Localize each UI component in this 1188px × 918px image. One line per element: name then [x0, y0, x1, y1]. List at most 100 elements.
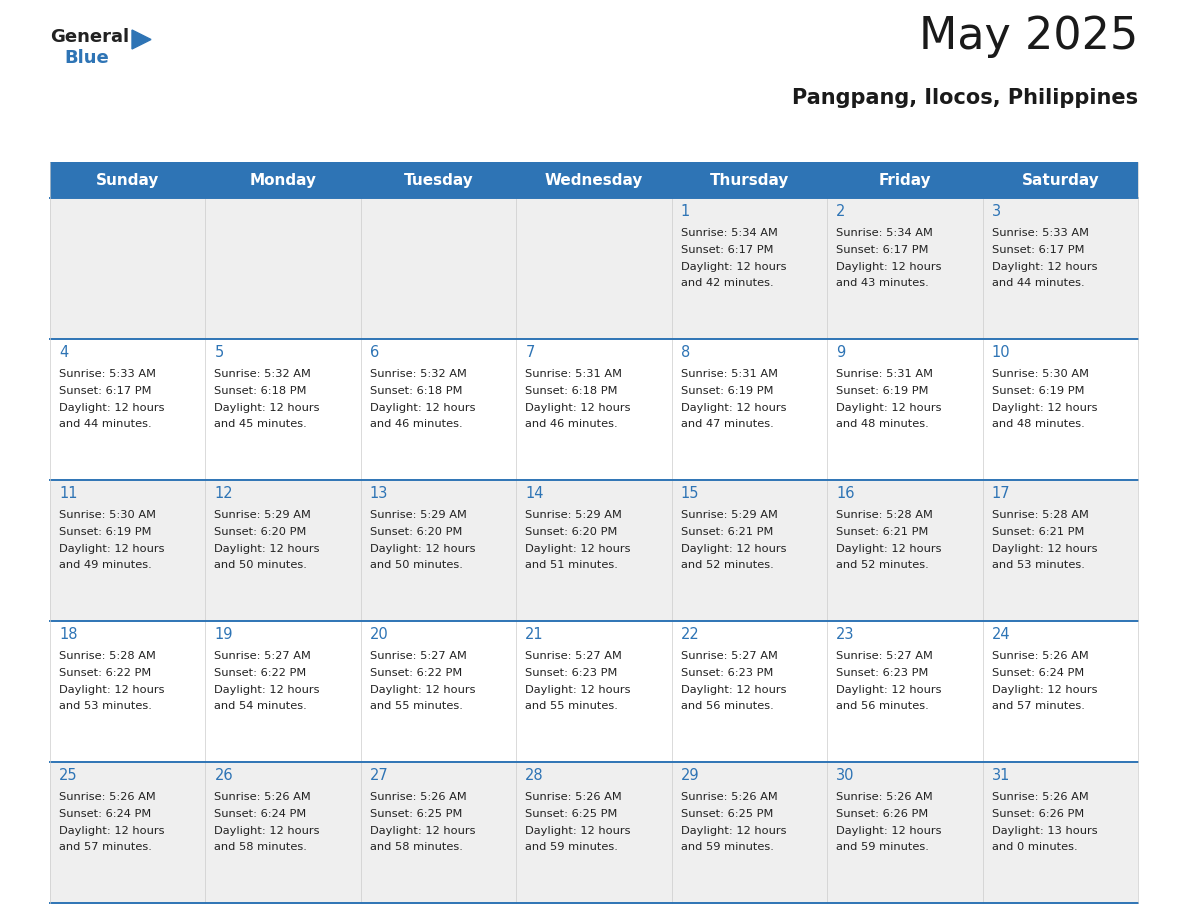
Text: Sunday: Sunday [96, 173, 159, 187]
Text: 13: 13 [369, 486, 388, 501]
Text: Daylight: 12 hours: Daylight: 12 hours [681, 262, 786, 272]
Text: Sunset: 6:19 PM: Sunset: 6:19 PM [836, 386, 929, 396]
Text: and 52 minutes.: and 52 minutes. [681, 560, 773, 570]
Text: 25: 25 [59, 768, 77, 783]
Text: Monday: Monday [249, 173, 317, 187]
Text: and 55 minutes.: and 55 minutes. [369, 701, 463, 711]
Text: Sunset: 6:20 PM: Sunset: 6:20 PM [369, 527, 462, 537]
Text: Sunrise: 5:26 AM: Sunrise: 5:26 AM [214, 792, 311, 802]
Text: Sunset: 6:19 PM: Sunset: 6:19 PM [681, 386, 773, 396]
Text: and 0 minutes.: and 0 minutes. [992, 843, 1078, 853]
Bar [50, 762, 1138, 903]
Text: Sunrise: 5:29 AM: Sunrise: 5:29 AM [214, 510, 311, 520]
Text: Sunset: 6:17 PM: Sunset: 6:17 PM [59, 386, 152, 396]
Text: Daylight: 12 hours: Daylight: 12 hours [992, 403, 1097, 412]
Text: Wednesday: Wednesday [545, 173, 643, 187]
Text: Pangpang, Ilocos, Philippines: Pangpang, Ilocos, Philippines [792, 88, 1138, 108]
Text: Daylight: 12 hours: Daylight: 12 hours [59, 403, 164, 412]
Text: 15: 15 [681, 486, 700, 501]
Text: 11: 11 [59, 486, 77, 501]
Text: Sunset: 6:19 PM: Sunset: 6:19 PM [992, 386, 1085, 396]
Text: and 48 minutes.: and 48 minutes. [992, 420, 1085, 430]
Text: Daylight: 12 hours: Daylight: 12 hours [836, 403, 942, 412]
Text: May 2025: May 2025 [918, 15, 1138, 58]
Text: Sunset: 6:22 PM: Sunset: 6:22 PM [59, 667, 151, 677]
Text: Daylight: 12 hours: Daylight: 12 hours [681, 825, 786, 835]
Text: Daylight: 12 hours: Daylight: 12 hours [525, 685, 631, 695]
Text: Daylight: 12 hours: Daylight: 12 hours [992, 685, 1097, 695]
Text: General: General [50, 28, 129, 46]
Text: 12: 12 [214, 486, 233, 501]
Text: Sunset: 6:18 PM: Sunset: 6:18 PM [525, 386, 618, 396]
Text: Sunrise: 5:26 AM: Sunrise: 5:26 AM [369, 792, 467, 802]
Text: and 57 minutes.: and 57 minutes. [59, 843, 152, 853]
Text: and 54 minutes.: and 54 minutes. [214, 701, 308, 711]
Text: Sunrise: 5:30 AM: Sunrise: 5:30 AM [59, 510, 156, 520]
Text: Sunrise: 5:32 AM: Sunrise: 5:32 AM [214, 369, 311, 379]
Text: Daylight: 12 hours: Daylight: 12 hours [369, 825, 475, 835]
Text: Sunset: 6:23 PM: Sunset: 6:23 PM [525, 667, 618, 677]
Text: and 45 minutes.: and 45 minutes. [214, 420, 308, 430]
Text: 9: 9 [836, 345, 846, 360]
Text: Sunrise: 5:27 AM: Sunrise: 5:27 AM [525, 651, 623, 661]
Text: 27: 27 [369, 768, 388, 783]
Text: Sunset: 6:18 PM: Sunset: 6:18 PM [369, 386, 462, 396]
Text: and 59 minutes.: and 59 minutes. [525, 843, 618, 853]
Text: Daylight: 12 hours: Daylight: 12 hours [681, 543, 786, 554]
Bar [50, 339, 1138, 480]
Text: 8: 8 [681, 345, 690, 360]
Text: Daylight: 12 hours: Daylight: 12 hours [369, 543, 475, 554]
Text: Sunrise: 5:27 AM: Sunrise: 5:27 AM [214, 651, 311, 661]
Text: Daylight: 12 hours: Daylight: 12 hours [214, 825, 320, 835]
Text: Daylight: 12 hours: Daylight: 12 hours [214, 403, 320, 412]
Text: Sunset: 6:22 PM: Sunset: 6:22 PM [214, 667, 307, 677]
Text: and 50 minutes.: and 50 minutes. [214, 560, 308, 570]
Text: Daylight: 12 hours: Daylight: 12 hours [59, 685, 164, 695]
Text: Sunset: 6:24 PM: Sunset: 6:24 PM [992, 667, 1083, 677]
Text: Sunset: 6:25 PM: Sunset: 6:25 PM [681, 809, 773, 819]
Text: Sunset: 6:26 PM: Sunset: 6:26 PM [836, 809, 928, 819]
Text: 4: 4 [59, 345, 68, 360]
Text: Daylight: 13 hours: Daylight: 13 hours [992, 825, 1098, 835]
Text: Sunrise: 5:27 AM: Sunrise: 5:27 AM [369, 651, 467, 661]
Bar [50, 480, 1138, 621]
Text: Sunrise: 5:31 AM: Sunrise: 5:31 AM [525, 369, 623, 379]
Text: Daylight: 12 hours: Daylight: 12 hours [59, 825, 164, 835]
Text: Daylight: 12 hours: Daylight: 12 hours [525, 403, 631, 412]
Text: Daylight: 12 hours: Daylight: 12 hours [525, 543, 631, 554]
Text: Sunrise: 5:26 AM: Sunrise: 5:26 AM [992, 651, 1088, 661]
Text: Sunrise: 5:28 AM: Sunrise: 5:28 AM [836, 510, 933, 520]
Text: Sunrise: 5:29 AM: Sunrise: 5:29 AM [525, 510, 623, 520]
Text: Sunrise: 5:28 AM: Sunrise: 5:28 AM [59, 651, 156, 661]
Text: Daylight: 12 hours: Daylight: 12 hours [681, 685, 786, 695]
Text: 31: 31 [992, 768, 1010, 783]
Text: and 46 minutes.: and 46 minutes. [369, 420, 462, 430]
Text: Sunset: 6:26 PM: Sunset: 6:26 PM [992, 809, 1083, 819]
Text: Sunrise: 5:34 AM: Sunrise: 5:34 AM [836, 228, 933, 238]
Text: Daylight: 12 hours: Daylight: 12 hours [214, 685, 320, 695]
Text: Sunset: 6:19 PM: Sunset: 6:19 PM [59, 527, 152, 537]
Text: and 56 minutes.: and 56 minutes. [681, 701, 773, 711]
Text: Daylight: 12 hours: Daylight: 12 hours [369, 403, 475, 412]
Text: 17: 17 [992, 486, 1010, 501]
Text: Saturday: Saturday [1022, 173, 1099, 187]
Text: 14: 14 [525, 486, 544, 501]
Text: Sunrise: 5:27 AM: Sunrise: 5:27 AM [836, 651, 933, 661]
Text: Daylight: 12 hours: Daylight: 12 hours [992, 262, 1097, 272]
Text: Sunset: 6:21 PM: Sunset: 6:21 PM [992, 527, 1083, 537]
Text: Daylight: 12 hours: Daylight: 12 hours [681, 403, 786, 412]
Text: 2: 2 [836, 204, 846, 219]
Text: Daylight: 12 hours: Daylight: 12 hours [836, 262, 942, 272]
Text: 23: 23 [836, 627, 854, 642]
Text: and 53 minutes.: and 53 minutes. [59, 701, 152, 711]
Text: 29: 29 [681, 768, 700, 783]
Text: Sunrise: 5:34 AM: Sunrise: 5:34 AM [681, 228, 778, 238]
Text: and 59 minutes.: and 59 minutes. [836, 843, 929, 853]
Text: Daylight: 12 hours: Daylight: 12 hours [836, 543, 942, 554]
Text: Sunrise: 5:32 AM: Sunrise: 5:32 AM [369, 369, 467, 379]
Text: Sunset: 6:22 PM: Sunset: 6:22 PM [369, 667, 462, 677]
Text: Sunrise: 5:26 AM: Sunrise: 5:26 AM [681, 792, 777, 802]
Text: Sunset: 6:21 PM: Sunset: 6:21 PM [681, 527, 773, 537]
Text: Sunrise: 5:31 AM: Sunrise: 5:31 AM [681, 369, 778, 379]
Text: Sunrise: 5:29 AM: Sunrise: 5:29 AM [369, 510, 467, 520]
